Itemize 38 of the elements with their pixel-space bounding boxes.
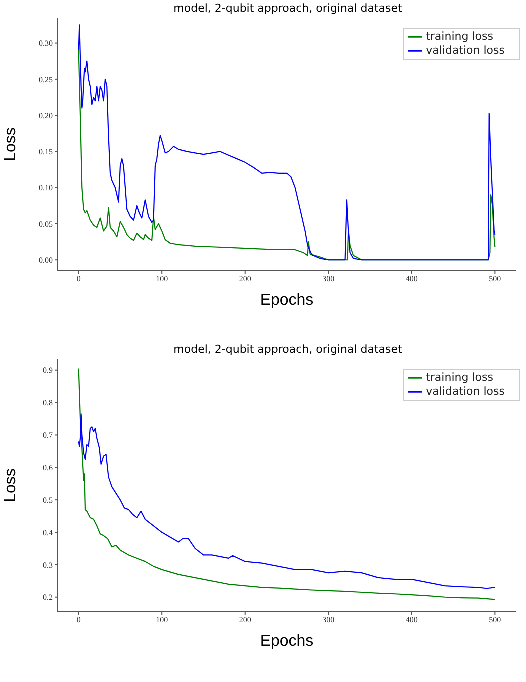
x-tick-label: 100 <box>156 274 168 284</box>
legend-label: validation loss <box>426 44 505 58</box>
x-tick-label: 0 <box>76 616 81 625</box>
x-tick-label: 300 <box>322 274 335 284</box>
x-tick-label: 200 <box>239 274 252 284</box>
x-tick-label: 0 <box>76 274 81 284</box>
x-tick-label: 400 <box>406 274 418 284</box>
y-tick-label: 0.00 <box>39 256 53 265</box>
x-tick-label: 200 <box>239 616 252 625</box>
legend-label: training loss <box>426 371 494 384</box>
y-tick-label: 0.15 <box>39 148 53 157</box>
chart-title: model, 2-qubit approach, original dataset <box>172 343 404 356</box>
y-tick-label: 0.10 <box>39 184 53 193</box>
y-tick-label: 0.2 <box>43 593 53 602</box>
y-axis-title: Loss <box>2 128 20 162</box>
y-tick-label: 0.5 <box>43 496 53 505</box>
legend-label: training loss <box>426 30 494 44</box>
y-tick-label: 0.30 <box>39 39 53 48</box>
y-tick-label: 0.05 <box>39 220 53 229</box>
x-tick-label: 100 <box>156 616 168 625</box>
legend-label: validation loss <box>426 385 505 398</box>
y-tick-label: 0.25 <box>39 75 53 84</box>
x-axis-title: Epochs <box>260 292 314 309</box>
x-tick-label: 500 <box>489 616 502 625</box>
y-tick-label: 0.20 <box>39 111 53 120</box>
chart-title: model, 2-qubit approach, original dataset <box>172 2 404 15</box>
x-axis-title: Epochs <box>260 632 314 650</box>
y-axis-title: Loss <box>2 468 20 502</box>
x-tick-label: 300 <box>322 616 335 625</box>
y-tick-label: 0.7 <box>43 431 53 440</box>
y-tick-label: 0.9 <box>43 366 53 376</box>
y-tick-label: 0.4 <box>43 528 53 538</box>
y-tick-label: 0.3 <box>43 560 53 570</box>
x-tick-label: 500 <box>489 274 502 284</box>
y-tick-label: 0.8 <box>43 398 53 408</box>
line-series <box>78 414 496 590</box>
x-tick-label: 400 <box>406 616 418 625</box>
y-tick-label: 0.6 <box>43 463 53 472</box>
